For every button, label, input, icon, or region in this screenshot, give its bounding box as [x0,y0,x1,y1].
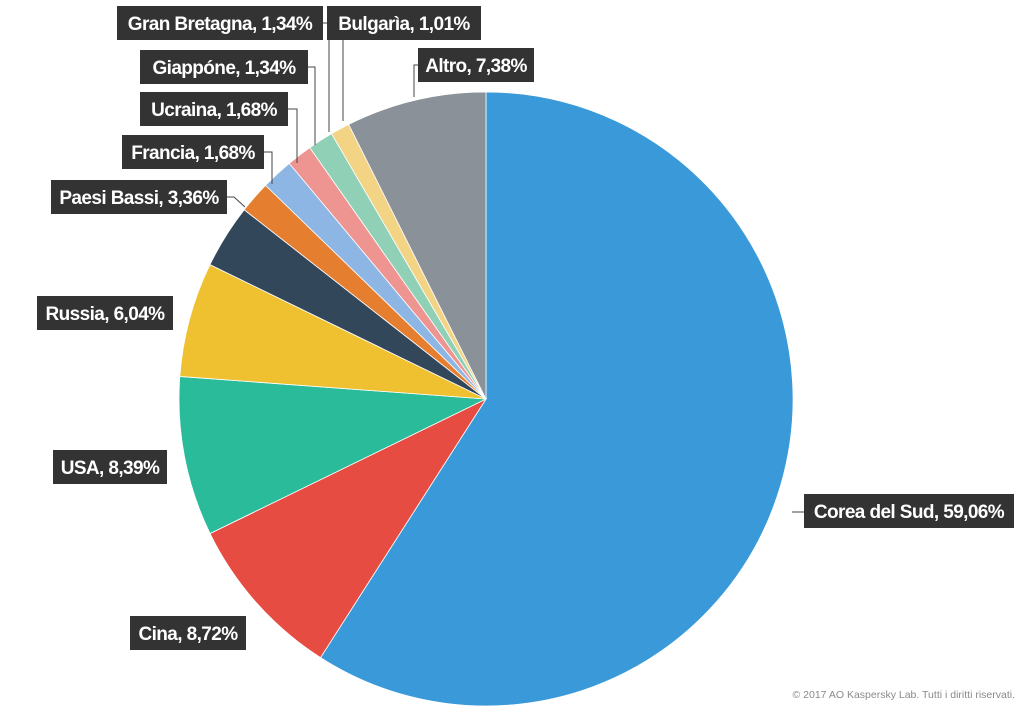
slice-label-text: Altro, 7,38% [425,56,527,77]
copyright-notice: © 2017 AO Kaspersky Lab. Tutti i diritti… [792,689,1016,701]
slice-label: Cina, 8,72% [130,616,246,650]
pie-slice [178,376,488,535]
slice-label-text: Bulgarìa, 1,01% [338,14,470,35]
slice-label: Gran Bretagna, 1,34% [117,6,323,40]
slice-label-box [140,92,288,126]
pie-slice [209,398,488,659]
slice-label: Paesi Bassi, 3,36% [51,180,227,214]
slice-label-box [130,616,246,650]
slice-label: USA, 8,39% [53,450,167,484]
slice-label-box [804,494,1014,528]
slice-label-box [117,6,323,40]
slice-label-text: USA, 8,39% [61,458,160,479]
slice-labels: Corea del Sud, 59,06% Cina, 8,72% USA, 8,3… [37,6,1014,650]
slice-label: Francia, 1,68% [122,135,264,169]
leader-line [308,66,316,145]
pie-slice [319,91,794,707]
pie-slices [178,91,794,707]
slice-label-text: Cina, 8,72% [138,624,238,645]
slice-label-text: Ucraina, 1,68% [151,100,277,121]
slice-label: Giappóne, 1,34% [140,50,308,84]
slice-label-box [51,180,227,214]
slice-label: Altro, 7,38% [418,48,534,82]
slice-label-box [53,450,167,484]
slice-label-text: Giappóne, 1,34% [152,58,296,79]
slice-label-box [140,50,308,84]
leader-line [288,108,298,163]
slice-label: Russia, 6,04% [37,296,173,330]
slice-label: Ucraina, 1,68% [140,92,288,126]
slice-label-text: Paesi Bassi, 3,36% [59,188,219,209]
slice-label-text: Corea del Sud, 59,06% [814,502,1005,523]
leader-line [227,196,246,208]
slice-label-text: Russia, 6,04% [46,304,166,325]
leader-line [264,151,273,184]
slice-label-box [327,6,481,40]
slice-label: Bulgarìa, 1,01% [327,6,481,40]
slice-label-box [37,296,173,330]
slice-label-box [122,135,264,169]
slice-label-text: Gran Bretagna, 1,34% [128,14,313,35]
leader-line [413,64,418,97]
slice-label-box [418,48,534,82]
slice-label-text: Francia, 1,68% [131,143,255,164]
slice-label: Corea del Sud, 59,06% [804,494,1014,528]
pie-slice [348,91,487,400]
